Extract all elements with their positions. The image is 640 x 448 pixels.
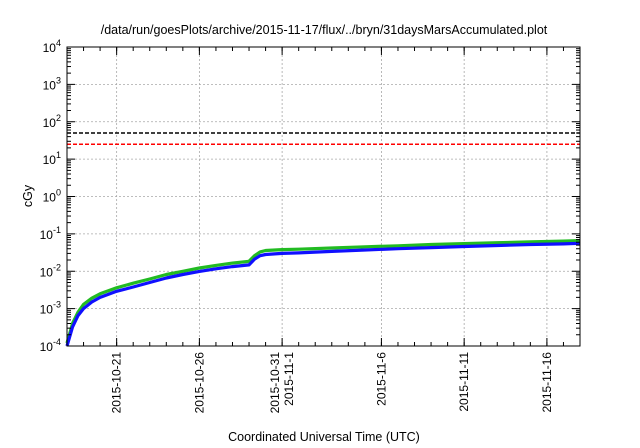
x-tick-label: 2015-11-16: [540, 352, 554, 413]
x-tick-label: 2015-10-31: [268, 352, 282, 414]
x-tick-label: 2015-11-6: [374, 352, 388, 406]
axes: 10-4 10-3 10-2 10-1 100 101 102 103 104 2015-10-2…: [40, 38, 580, 413]
y-tick-label: 103: [43, 75, 61, 92]
y-tick-label: 10-2: [40, 262, 61, 279]
y-tick-label: 104: [43, 38, 61, 55]
series-lines: [65, 239, 581, 347]
x-tick-label: 2015-11-1: [282, 352, 296, 406]
grid: [67, 47, 580, 346]
x-tick-label: 2015-11-11: [457, 352, 471, 412]
plot-frame: [66, 46, 581, 347]
y-tick-label: 10-3: [40, 300, 61, 317]
y-tick-label: 102: [43, 113, 61, 130]
x-axis-label: Coordinated Universal Time (UTC): [228, 430, 420, 444]
y-tick-label: 10-4: [40, 337, 61, 354]
y-axis-label: cGy: [21, 184, 35, 207]
x-tick-label: 2015-10-26: [192, 352, 206, 414]
y-tick-label: 100: [43, 188, 61, 205]
x-tick-label: 2015-10-21: [110, 352, 124, 414]
y-tick-label: 10-1: [40, 225, 61, 242]
series-line: [65, 239, 581, 344]
y-tick-label: 101: [43, 150, 61, 167]
series-line: [65, 241, 581, 347]
chart-title: /data/run/goesPlots/archive/2015-11-17/f…: [101, 23, 548, 37]
reference-lines: [67, 132, 580, 146]
